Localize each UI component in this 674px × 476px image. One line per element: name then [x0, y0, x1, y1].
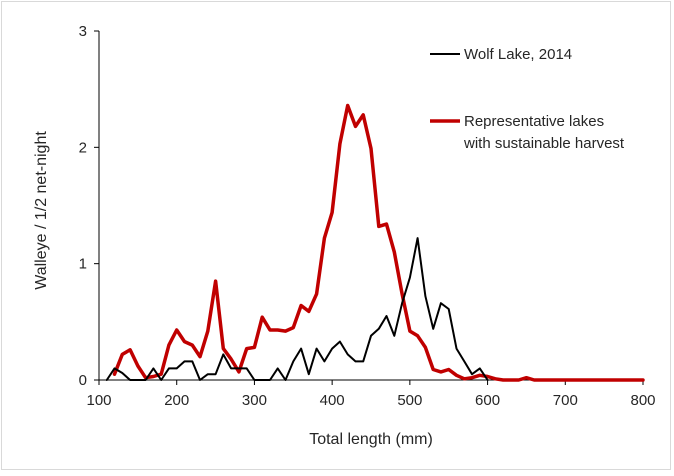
x-tick-label: 200: [164, 392, 189, 409]
y-tick-label: 0: [79, 372, 87, 389]
line-chart: 100 200 300 400 500 600 700 800 0 1 2 3 Wolf Lake, …: [33, 23, 656, 448]
chart-frame: 100 200 300 400 500 600 700 800 0 1 2 3 Wolf Lake, …: [1, 1, 671, 470]
x-tick-label: 500: [397, 392, 422, 409]
legend: Wolf Lake, 2014 Representative lakes with …: [430, 46, 625, 152]
series-lines: [105, 103, 645, 382]
x-tick-label: 600: [475, 392, 500, 409]
x-tick-label: 100: [86, 392, 111, 409]
x-tick-label: 800: [630, 392, 655, 409]
legend-label: with sustainable harvest: [463, 135, 625, 152]
x-axis-title: Total length (mm): [309, 431, 433, 448]
y-tick-label: 3: [79, 23, 87, 40]
tick-labels: 100 200 300 400 500 600 700 800 0 1 2 3: [79, 23, 656, 409]
legend-label: Representative lakes: [464, 113, 604, 130]
series-line-representative-lakes: [112, 103, 645, 382]
x-tick-label: 700: [553, 392, 578, 409]
y-tick-label: 1: [79, 256, 87, 273]
y-tick-label: 2: [79, 139, 87, 156]
legend-label: Wolf Lake, 2014: [464, 46, 572, 63]
y-axis-title: Walleye / 1/2 net-night: [33, 131, 50, 290]
series-line-wolf-lake: [105, 237, 489, 381]
x-tick-label: 400: [320, 392, 345, 409]
x-tick-label: 300: [242, 392, 267, 409]
